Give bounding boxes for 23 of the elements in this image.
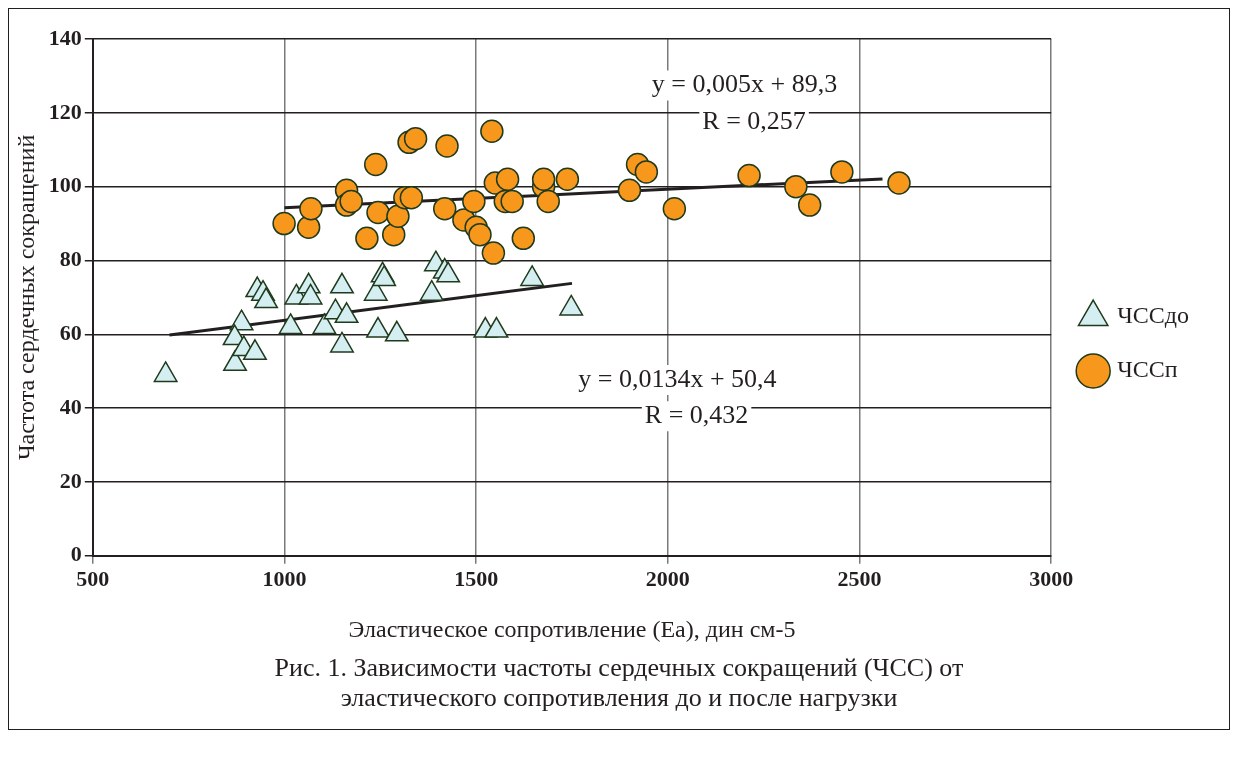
y-tick-label: 0 — [70, 541, 82, 567]
annotation: R = 0,257 — [702, 105, 806, 135]
legend-label: ЧССп — [1117, 356, 1178, 383]
y-tick-label: 140 — [48, 24, 82, 50]
annotation: y = 0,0134x + 50,4 — [578, 363, 777, 393]
x-tick-label: 500 — [76, 565, 110, 591]
legend-label: ЧССдо — [1117, 302, 1189, 329]
x-tick-label: 3000 — [1029, 565, 1074, 591]
x-axis-title: Эластическое сопротивление (Еа), дин см-5 — [348, 615, 796, 642]
annotation: R = 0,432 — [644, 400, 749, 430]
y-axis-title: Частота сердечных сокращений — [12, 134, 39, 461]
y-tick-label: 60 — [59, 320, 82, 345]
text: Рис. 1. Зависимости частоты сердечных сокращений (ЧСС) от эластического сопротивления до и после нагрузки — [273, 653, 965, 713]
x-tick-label: 2000 — [645, 565, 690, 591]
y-tick-label: 40 — [59, 393, 82, 419]
x-tick-label: 2500 — [837, 565, 882, 591]
y-tick-label: 80 — [59, 246, 82, 272]
x-tick-label: 1500 — [454, 565, 499, 591]
y-tick-label: 20 — [59, 467, 82, 493]
y-tick-label: 120 — [48, 98, 82, 124]
y-tick-label: 100 — [48, 172, 82, 198]
x-tick-label: 1000 — [262, 565, 307, 591]
annotation: y = 0,005x + 89,3 — [651, 69, 838, 99]
